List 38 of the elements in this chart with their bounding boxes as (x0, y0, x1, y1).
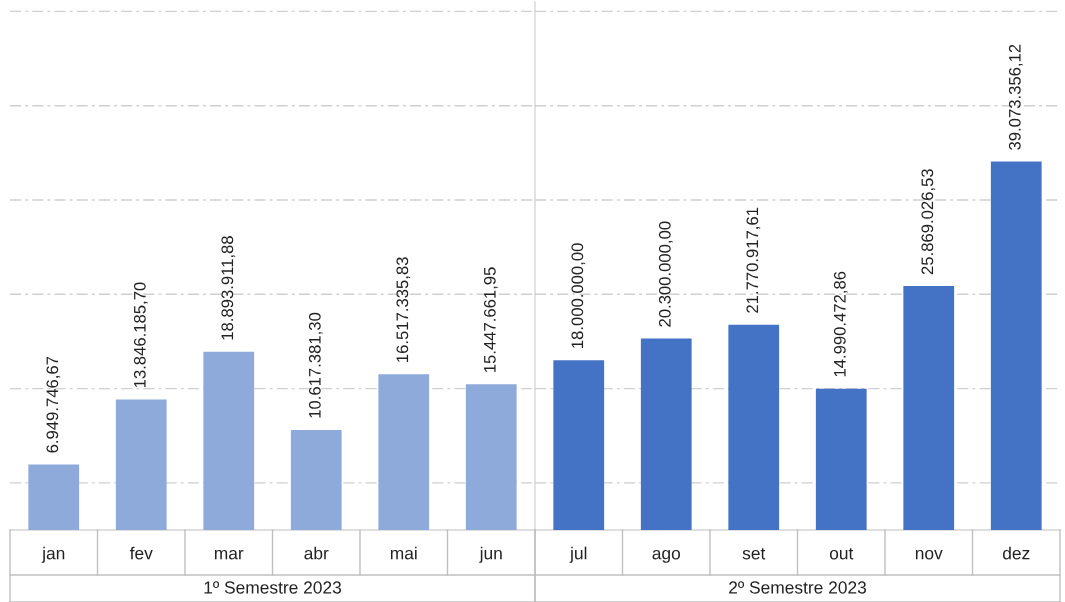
bar (378, 374, 430, 530)
bar (465, 384, 517, 530)
x-axis-title: 1º Semestre 2023 (204, 581, 342, 594)
data-label: 21.770.917,61 (746, 207, 761, 313)
bar (903, 286, 955, 530)
bar (28, 464, 80, 530)
bar (553, 360, 605, 530)
x-tick-label: mai (390, 546, 417, 560)
data-label: 15.447.661,95 (483, 267, 498, 372)
bar (815, 388, 867, 530)
data-label: 25.869.026,53 (921, 169, 936, 275)
x-tick-label: nov (915, 549, 943, 560)
data-label: 6.949.746,67 (46, 356, 61, 453)
x-tick-label: jul (569, 546, 587, 563)
bar (203, 351, 255, 530)
x-axis-title: 2º Semestre 2023 (729, 581, 867, 594)
bar (290, 429, 342, 530)
bar (728, 324, 780, 530)
data-label: 39.073.356,12 (1008, 44, 1023, 150)
x-tick-label: mar (214, 549, 244, 560)
x-tick-label: out (829, 548, 854, 560)
x-tick-label: jan (41, 546, 65, 563)
data-label: 14.990.472,86 (833, 271, 848, 377)
bar (115, 399, 167, 530)
x-tick-label: ago (652, 549, 681, 563)
data-label: 13.846.185,70 (133, 282, 148, 388)
data-label: 10.617.381,30 (308, 312, 323, 418)
x-tick-label: set (742, 548, 766, 560)
data-label: 20.300.000,00 (658, 221, 673, 327)
x-tick-label: dez (1002, 546, 1030, 560)
x-tick-label: abr (304, 546, 329, 560)
x-tick-label: jun (479, 546, 502, 563)
data-label: 18.893.911,88 (221, 236, 236, 340)
data-label: 18.000.000,00 (571, 243, 586, 348)
bar (990, 161, 1042, 530)
x-tick-label: fev (129, 546, 153, 560)
data-label: 16.517.335,83 (396, 257, 411, 362)
bar (640, 338, 692, 530)
